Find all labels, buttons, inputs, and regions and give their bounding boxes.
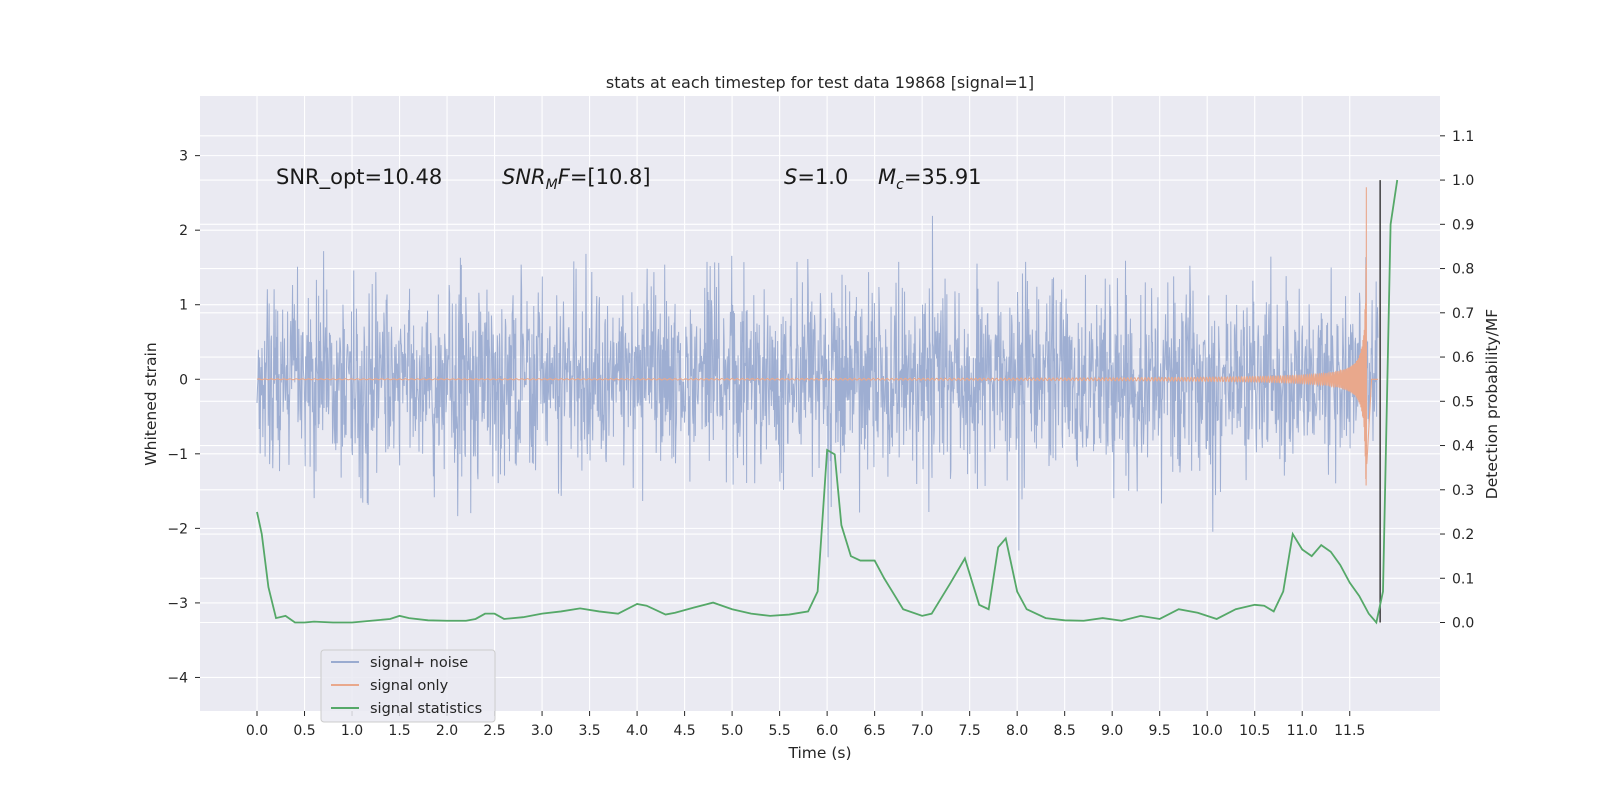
y-tick-label-5: 1 <box>179 298 188 314</box>
series-signal-statistics-line <box>256 179 1399 625</box>
x-tick-label-17: 8.5 <box>1054 723 1076 739</box>
x-axis-ticks: 0.0 0.5 1.0 1.5 2.0 2.5 3.0 3.5 4.0 4.5 5.0 5.5 6.0 6… <box>246 711 1365 739</box>
y-right-tick-label-11: 1.1 <box>1452 129 1474 145</box>
x-tick-label-22: 11.0 <box>1287 723 1318 739</box>
y-tick-label-4: 0 <box>179 372 188 388</box>
legend-label-signal-only: signal only <box>370 678 449 694</box>
x-tick-label-6: 3.0 <box>531 723 553 739</box>
y-right-tick-label-10: 1.0 <box>1452 173 1474 189</box>
legend-box <box>320 649 496 723</box>
x-tick-label-11: 5.5 <box>768 723 790 739</box>
y-tick-label-1: −3 <box>167 596 188 612</box>
y-axis-label: Whitened strain <box>142 342 160 465</box>
annotation-mc-main: M <box>878 165 896 189</box>
y-right-tick-label-9: 0.9 <box>1452 217 1474 233</box>
annotations: SNR_opt=10.48 SNRMF=[10.8] S=1.0 Mc=35.9… <box>276 165 982 193</box>
chart-title: stats at each timestep for test data 198… <box>606 73 1034 92</box>
x-tick-label-1: 0.5 <box>293 723 315 739</box>
series-signal-only-line <box>256 187 1379 486</box>
x-tick-label-9: 4.5 <box>673 723 695 739</box>
x-axis-label: Time (s) <box>787 744 851 762</box>
y-right-axis-ticks: 0.0 0.1 0.2 0.3 0.4 0.5 0.6 0.7 0.8 0.9 1.0 1.1 <box>1440 129 1474 632</box>
y-tick-label-6: 2 <box>179 223 188 239</box>
annotation-s-main: S <box>784 165 797 189</box>
annotation-mc-sub: c <box>896 177 904 193</box>
x-tick-label-7: 3.5 <box>578 723 600 739</box>
series-signal-noise-line <box>256 215 1379 558</box>
legend: signal+ noise signal only signal statist… <box>320 649 496 723</box>
y-right-tick-label-0: 0.0 <box>1452 616 1474 632</box>
series-signal-noise <box>256 215 1379 558</box>
y-right-tick-label-7: 0.7 <box>1452 306 1474 322</box>
annotation-snr-mf-italic: F <box>558 165 571 189</box>
series-signal-statistics <box>256 179 1399 625</box>
annotation-snr-mf-value: =[10.8] <box>570 165 651 189</box>
y-right-tick-label-5: 0.5 <box>1452 394 1474 410</box>
y-tick-label-7: 3 <box>179 149 188 165</box>
y-right-tick-label-3: 0.3 <box>1452 483 1474 499</box>
annotation-mc-value: =35.91 <box>904 165 982 189</box>
annotation-mc: Mc=35.91 <box>878 165 982 193</box>
y-right-tick-label-1: 0.1 <box>1452 571 1474 587</box>
x-tick-label-13: 6.5 <box>864 723 886 739</box>
x-tick-label-8: 4.0 <box>626 723 648 739</box>
annotation-snr-mf-sub: M <box>546 177 558 193</box>
x-tick-label-4: 2.0 <box>436 723 458 739</box>
x-tick-label-0: 0.0 <box>246 723 268 739</box>
x-tick-label-3: 1.5 <box>388 723 410 739</box>
annotation-snr-mf: SNRMF=[10.8] <box>502 165 651 193</box>
x-tick-label-12: 6.0 <box>816 723 838 739</box>
x-tick-label-2: 1.0 <box>341 723 363 739</box>
y-right-tick-label-8: 0.8 <box>1452 262 1474 278</box>
annotation-snr-opt: SNR_opt=10.48 <box>276 165 442 190</box>
y-right-tick-label-6: 0.6 <box>1452 350 1474 366</box>
x-tick-label-16: 8.0 <box>1006 723 1028 739</box>
annotation-s-value: =1.0 <box>797 165 848 189</box>
x-tick-label-20: 10.0 <box>1192 723 1223 739</box>
series-signal-only <box>256 187 1379 486</box>
y-axis-ticks: −4 −3 −2 −1 0 1 2 3 <box>167 149 200 686</box>
x-tick-label-19: 9.5 <box>1149 723 1171 739</box>
x-tick-label-5: 2.5 <box>483 723 505 739</box>
x-tick-label-18: 9.0 <box>1101 723 1123 739</box>
y-tick-label-2: −2 <box>167 521 188 537</box>
y-tick-label-3: −1 <box>167 447 188 463</box>
y-tick-label-0: −4 <box>167 670 188 686</box>
y-right-tick-label-4: 0.4 <box>1452 439 1474 455</box>
annotation-s: S=1.0 <box>784 165 848 189</box>
x-tick-label-21: 10.5 <box>1239 723 1270 739</box>
x-tick-label-10: 5.0 <box>721 723 743 739</box>
y-right-axis-label: Detection probability/MF <box>1483 309 1501 500</box>
x-tick-label-15: 7.5 <box>959 723 981 739</box>
legend-label-signal-statistics: signal statistics <box>370 701 482 717</box>
y-right-tick-label-2: 0.2 <box>1452 527 1474 543</box>
x-tick-label-23: 11.5 <box>1334 723 1365 739</box>
annotation-snr-mf-main: SNR <box>502 165 546 189</box>
x-tick-label-14: 7.0 <box>911 723 933 739</box>
legend-label-signal-noise: signal+ noise <box>370 655 468 671</box>
